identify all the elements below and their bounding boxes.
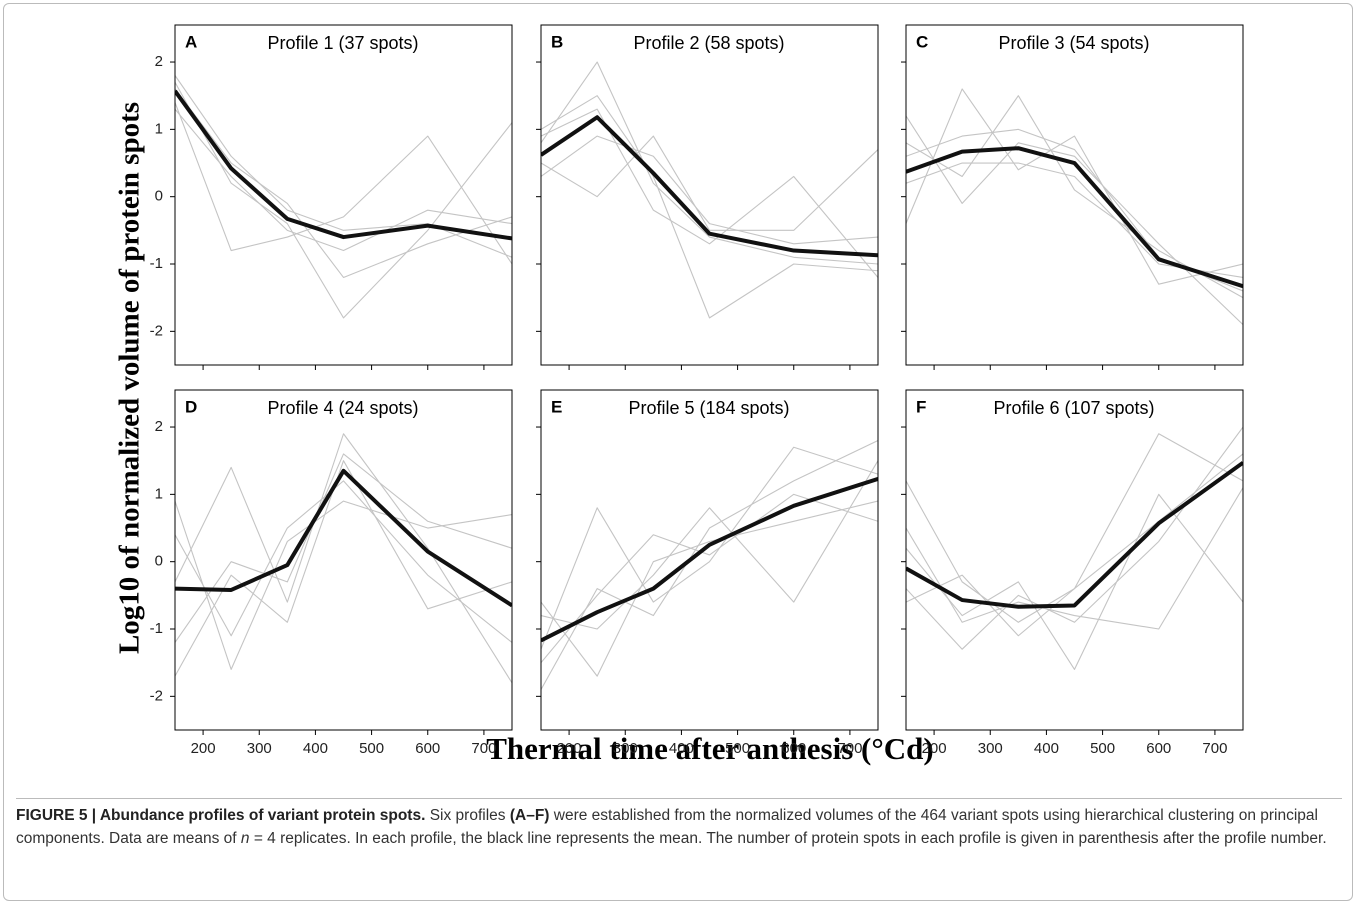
panel-title: Profile 3 (54 spots)	[998, 33, 1149, 53]
spot-line	[541, 61, 878, 265]
spot-line	[906, 487, 1243, 630]
panel-title: Profile 2 (58 spots)	[633, 33, 784, 53]
y-tick-label: -2	[150, 322, 163, 339]
mean-line	[906, 146, 1243, 289]
x-tick-label: 700	[1202, 740, 1227, 757]
panel-title: Profile 1 (37 spots)	[267, 33, 418, 53]
x-tick-label: 300	[247, 740, 272, 757]
lines	[906, 88, 1243, 326]
lines	[175, 433, 512, 684]
spot-line	[541, 460, 878, 630]
panel-frame	[174, 24, 513, 366]
spot-line	[541, 135, 878, 245]
x-tick-label: 600	[781, 740, 806, 757]
panel: 200 300 400 500 600 700 E Profile 5 (184 spots)	[536, 389, 879, 757]
spot-line	[906, 162, 1243, 279]
panel-title: Profile 6 (107 spots)	[993, 398, 1154, 418]
figure: Log10 of normalized volume of protein sp…	[114, 24, 1244, 766]
panel: C Profile 3 (54 spots)	[901, 24, 1244, 370]
caption-text: were established from the normalized vol…	[16, 807, 1318, 847]
panel-frame	[540, 389, 879, 731]
x-tick-label: 500	[725, 740, 750, 757]
caption-text: Six profiles	[429, 807, 506, 824]
x-tick-label: 300	[613, 740, 638, 757]
caption: FIGURE 5 | Abundance profiles of variant…	[16, 798, 1342, 850]
mean-line	[541, 476, 878, 643]
x-tick-label: 200	[922, 740, 947, 757]
x-tick-label: 400	[1034, 740, 1059, 757]
panel-frame	[540, 24, 879, 366]
x-tick-label: 500	[359, 740, 384, 757]
y-tick-label: 2	[155, 418, 163, 435]
spot-line	[541, 500, 878, 677]
lines	[541, 439, 878, 690]
y-tick-label: 0	[155, 188, 163, 205]
panel-letter: F	[916, 397, 926, 416]
y-tick-label: 1	[155, 120, 163, 137]
caption-panels: (A–F)	[509, 807, 550, 824]
panel-frame	[905, 24, 1244, 366]
spot-line	[175, 480, 512, 643]
x-tick-label: 700	[471, 740, 496, 757]
y-tick-label: 2	[155, 53, 163, 70]
panel-frame	[174, 389, 513, 731]
y-axis-label: Log10 of normalized volume of protein sp…	[114, 102, 146, 654]
spot-line	[541, 446, 878, 650]
mean-line	[175, 468, 512, 608]
x-tick-label: 500	[1090, 740, 1115, 757]
panel: -2 -1 0 1 2 A Profile 1 (37 spots)	[150, 24, 513, 370]
x-tick-label: 600	[415, 740, 440, 757]
spot-line	[906, 95, 1243, 299]
y-tick-label: 0	[155, 553, 163, 570]
spot-line	[906, 453, 1243, 637]
spot-line	[541, 493, 878, 664]
x-tick-label: 400	[669, 740, 694, 757]
panel-letter: D	[185, 397, 197, 416]
caption-n: n	[240, 829, 250, 847]
panel-title: Profile 4 (24 spots)	[267, 398, 418, 418]
x-tick-label: 600	[1146, 740, 1171, 757]
x-tick-label: 300	[978, 740, 1003, 757]
spot-line	[175, 88, 512, 279]
panel-letter: E	[551, 397, 562, 416]
x-axis-label: Thermal time after anthesis (°Cd)	[486, 731, 933, 766]
y-tick-label: -2	[150, 687, 163, 704]
spot-line	[175, 460, 512, 677]
panel: 200 300 400 500 600 700 F Profile 6 (107 spots)	[901, 389, 1244, 757]
panel: B Profile 2 (58 spots)	[536, 24, 879, 370]
caption-text: = 4 replicates. In each profile, the bla…	[253, 829, 1327, 847]
spot-line	[175, 81, 512, 319]
figure-frame	[3, 3, 1353, 901]
spot-line	[541, 95, 878, 319]
panel-letter: A	[185, 32, 197, 51]
spot-line	[175, 102, 512, 265]
spot-line	[541, 439, 878, 690]
mean-line	[175, 89, 512, 241]
spot-line	[906, 88, 1243, 285]
x-tick-label: 700	[837, 740, 862, 757]
spot-line	[175, 453, 512, 643]
caption-label: FIGURE 5 | Abundance profiles of variant…	[16, 807, 426, 824]
panel-title: Profile 5 (184 spots)	[628, 398, 789, 418]
y-tick-label: -1	[150, 255, 163, 272]
lines	[541, 61, 878, 319]
spot-line	[541, 108, 878, 278]
spot-line	[906, 115, 1243, 326]
x-tick-label: 200	[557, 740, 582, 757]
y-tick-label: -1	[150, 620, 163, 637]
spot-line	[906, 433, 1243, 623]
spot-line	[541, 135, 878, 231]
x-tick-label: 400	[303, 740, 328, 757]
panel-letter: B	[551, 32, 563, 51]
y-tick-label: 1	[155, 485, 163, 502]
mean-line	[541, 115, 878, 258]
panel: -2 -1 0 1 2 200 300 400 500 600 700 D Profile 4 (24 …	[150, 389, 513, 757]
lines	[906, 426, 1243, 670]
mean-line	[906, 461, 1243, 609]
panel-letter: C	[916, 32, 928, 51]
panel-frame	[905, 389, 1244, 731]
lines	[175, 75, 512, 319]
x-tick-label: 200	[191, 740, 216, 757]
